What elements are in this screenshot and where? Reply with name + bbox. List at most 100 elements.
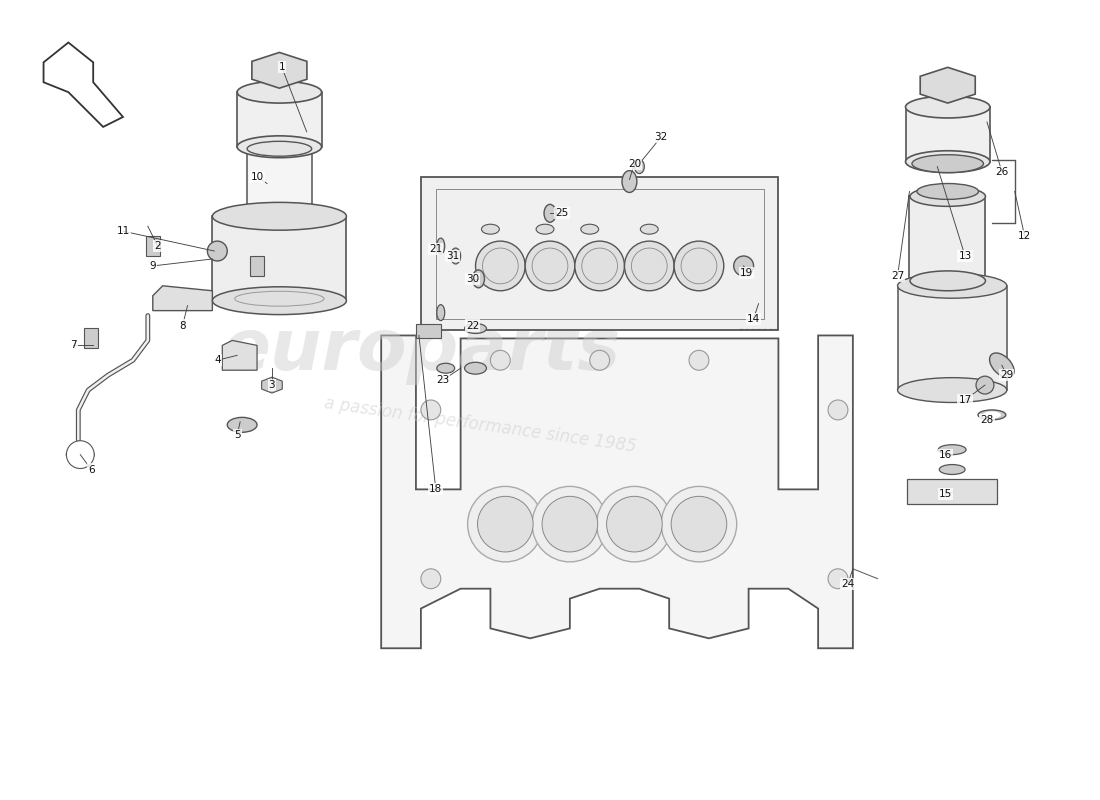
Circle shape — [590, 350, 609, 370]
Text: 26: 26 — [996, 166, 1009, 177]
Text: 17: 17 — [958, 395, 971, 405]
Ellipse shape — [238, 136, 321, 158]
Ellipse shape — [910, 186, 986, 206]
Circle shape — [671, 496, 727, 552]
Bar — [908, 479, 997, 504]
Ellipse shape — [464, 323, 486, 334]
Ellipse shape — [473, 270, 484, 288]
Text: 7: 7 — [70, 340, 77, 350]
Text: 14: 14 — [747, 314, 760, 323]
Circle shape — [596, 486, 672, 562]
Ellipse shape — [640, 224, 658, 234]
Text: 21: 21 — [429, 244, 442, 254]
Text: 19: 19 — [740, 268, 754, 278]
Ellipse shape — [905, 150, 990, 173]
Circle shape — [491, 350, 510, 370]
Ellipse shape — [898, 378, 1006, 402]
Text: 23: 23 — [436, 375, 450, 385]
Polygon shape — [252, 53, 307, 88]
Ellipse shape — [621, 170, 637, 193]
Ellipse shape — [536, 224, 554, 234]
Text: 11: 11 — [117, 226, 130, 236]
Circle shape — [468, 486, 543, 562]
Ellipse shape — [917, 183, 979, 199]
Bar — [146, 236, 160, 256]
Text: 25: 25 — [556, 208, 569, 218]
Ellipse shape — [939, 465, 965, 474]
Ellipse shape — [990, 353, 1014, 378]
Bar — [250, 256, 264, 276]
Circle shape — [606, 496, 662, 552]
Text: 8: 8 — [179, 321, 186, 330]
Text: 4: 4 — [214, 355, 221, 366]
Text: 9: 9 — [150, 261, 156, 271]
Ellipse shape — [437, 238, 444, 254]
Ellipse shape — [228, 418, 257, 432]
Bar — [85, 329, 98, 348]
Circle shape — [976, 376, 994, 394]
Text: 1: 1 — [278, 62, 285, 72]
Text: 27: 27 — [891, 271, 904, 281]
Circle shape — [532, 486, 607, 562]
Bar — [898, 286, 1006, 390]
Text: 12: 12 — [1019, 231, 1032, 241]
Text: 10: 10 — [251, 171, 264, 182]
Ellipse shape — [912, 154, 983, 173]
Text: 5: 5 — [234, 430, 241, 440]
Polygon shape — [262, 377, 283, 393]
Circle shape — [575, 241, 625, 290]
Circle shape — [525, 241, 575, 290]
Text: 24: 24 — [842, 578, 855, 589]
Ellipse shape — [581, 224, 598, 234]
Text: 32: 32 — [654, 132, 668, 142]
Ellipse shape — [910, 271, 986, 290]
Text: europarts: europarts — [221, 316, 620, 385]
Polygon shape — [153, 286, 212, 310]
Circle shape — [421, 400, 441, 420]
Ellipse shape — [978, 410, 1005, 420]
Ellipse shape — [905, 96, 990, 118]
Text: 29: 29 — [1000, 370, 1013, 380]
Ellipse shape — [238, 82, 321, 103]
Ellipse shape — [482, 224, 499, 234]
Text: 6: 6 — [88, 465, 95, 474]
Bar — [248, 149, 311, 216]
Ellipse shape — [66, 450, 95, 459]
Ellipse shape — [544, 204, 556, 222]
Text: 3: 3 — [268, 380, 275, 390]
Circle shape — [828, 400, 848, 420]
Ellipse shape — [248, 142, 311, 156]
Text: 22: 22 — [466, 321, 480, 330]
Text: 13: 13 — [958, 251, 971, 261]
Ellipse shape — [983, 411, 1001, 418]
Polygon shape — [921, 67, 976, 103]
Polygon shape — [222, 341, 257, 370]
Ellipse shape — [451, 248, 461, 264]
Text: 15: 15 — [938, 490, 952, 499]
Bar — [212, 216, 346, 301]
Circle shape — [208, 241, 228, 261]
Circle shape — [661, 486, 737, 562]
Ellipse shape — [437, 363, 454, 373]
Circle shape — [66, 441, 95, 469]
Bar — [238, 92, 321, 146]
Circle shape — [674, 241, 724, 290]
Circle shape — [625, 241, 674, 290]
Circle shape — [828, 569, 848, 589]
Ellipse shape — [248, 209, 311, 224]
Ellipse shape — [212, 286, 346, 314]
Text: 2: 2 — [154, 241, 161, 251]
Bar — [905, 107, 990, 162]
Ellipse shape — [938, 445, 966, 454]
Bar — [436, 190, 763, 318]
Ellipse shape — [464, 362, 486, 374]
Text: 16: 16 — [938, 450, 952, 460]
Text: 20: 20 — [628, 158, 641, 169]
Bar — [421, 177, 779, 330]
Circle shape — [542, 496, 597, 552]
Circle shape — [475, 241, 525, 290]
Text: 28: 28 — [980, 415, 993, 425]
Circle shape — [477, 496, 534, 552]
Polygon shape — [382, 335, 852, 648]
Circle shape — [689, 350, 708, 370]
